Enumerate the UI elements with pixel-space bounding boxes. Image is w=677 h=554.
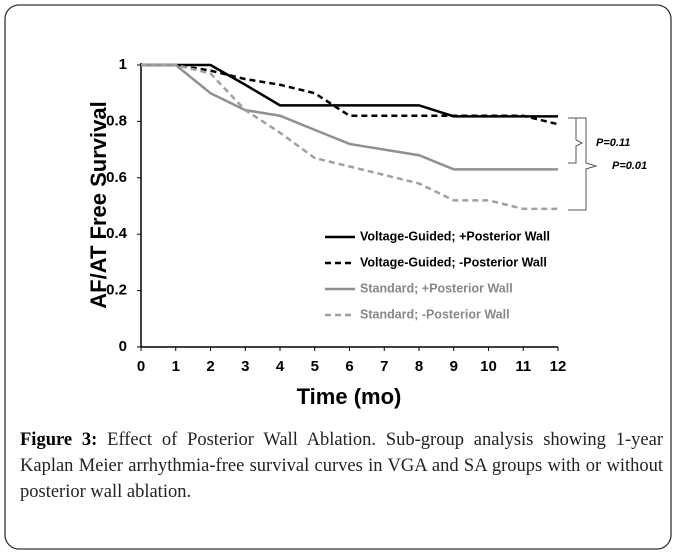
y-axis-label: AF/AT Free Survival bbox=[86, 101, 111, 308]
x-tick-label: 6 bbox=[345, 358, 353, 375]
caption-label: Figure 3: bbox=[20, 430, 98, 450]
series-line bbox=[141, 63, 558, 211]
caption-text: Effect of Posterior Wall Ablation. Sub-g… bbox=[20, 430, 663, 502]
legend-label: Voltage-Guided; +Posterior Wall bbox=[360, 229, 550, 243]
y-tick-label: 0.4 bbox=[106, 225, 128, 242]
x-tick-label: 11 bbox=[515, 358, 531, 375]
bracket bbox=[568, 117, 598, 211]
bracket bbox=[568, 117, 584, 164]
x-tick-label: 1 bbox=[172, 358, 180, 375]
x-tick-label: 8 bbox=[415, 358, 423, 375]
series-line bbox=[141, 63, 558, 171]
legend-label: Standard; +Posterior Wall bbox=[360, 281, 513, 295]
x-tick-label: 4 bbox=[276, 358, 285, 375]
x-tick-label: 5 bbox=[311, 358, 319, 375]
y-tick-label: 0.2 bbox=[106, 282, 127, 299]
x-tick-label: 2 bbox=[206, 358, 214, 375]
x-tick-label: 3 bbox=[241, 358, 249, 375]
legend-label: Standard; -Posterior Wall bbox=[360, 307, 510, 321]
caption: Figure 3: Effect of Posterior Wall Ablat… bbox=[20, 427, 663, 505]
series-line bbox=[141, 63, 558, 118]
x-tick-label: 12 bbox=[550, 358, 567, 375]
y-tick-label: 0.8 bbox=[106, 112, 127, 129]
series-line bbox=[141, 63, 559, 126]
y-tick-label: 0.6 bbox=[106, 169, 127, 186]
annotation: P=0.11 bbox=[596, 137, 630, 149]
figure-border bbox=[4, 4, 672, 550]
y-tick-label: 0 bbox=[119, 338, 127, 355]
x-tick-label: 10 bbox=[480, 358, 497, 375]
x-tick-label: 7 bbox=[380, 358, 388, 375]
legend-label: Voltage-Guided; -Posterior Wall bbox=[360, 255, 547, 269]
x-tick-label: 9 bbox=[450, 358, 458, 375]
y-tick-label: 1 bbox=[119, 56, 127, 73]
annotation: P=0.01 bbox=[612, 160, 647, 172]
x-tick-label: 0 bbox=[137, 358, 145, 375]
x-axis-label: Time (mo) bbox=[297, 384, 402, 409]
